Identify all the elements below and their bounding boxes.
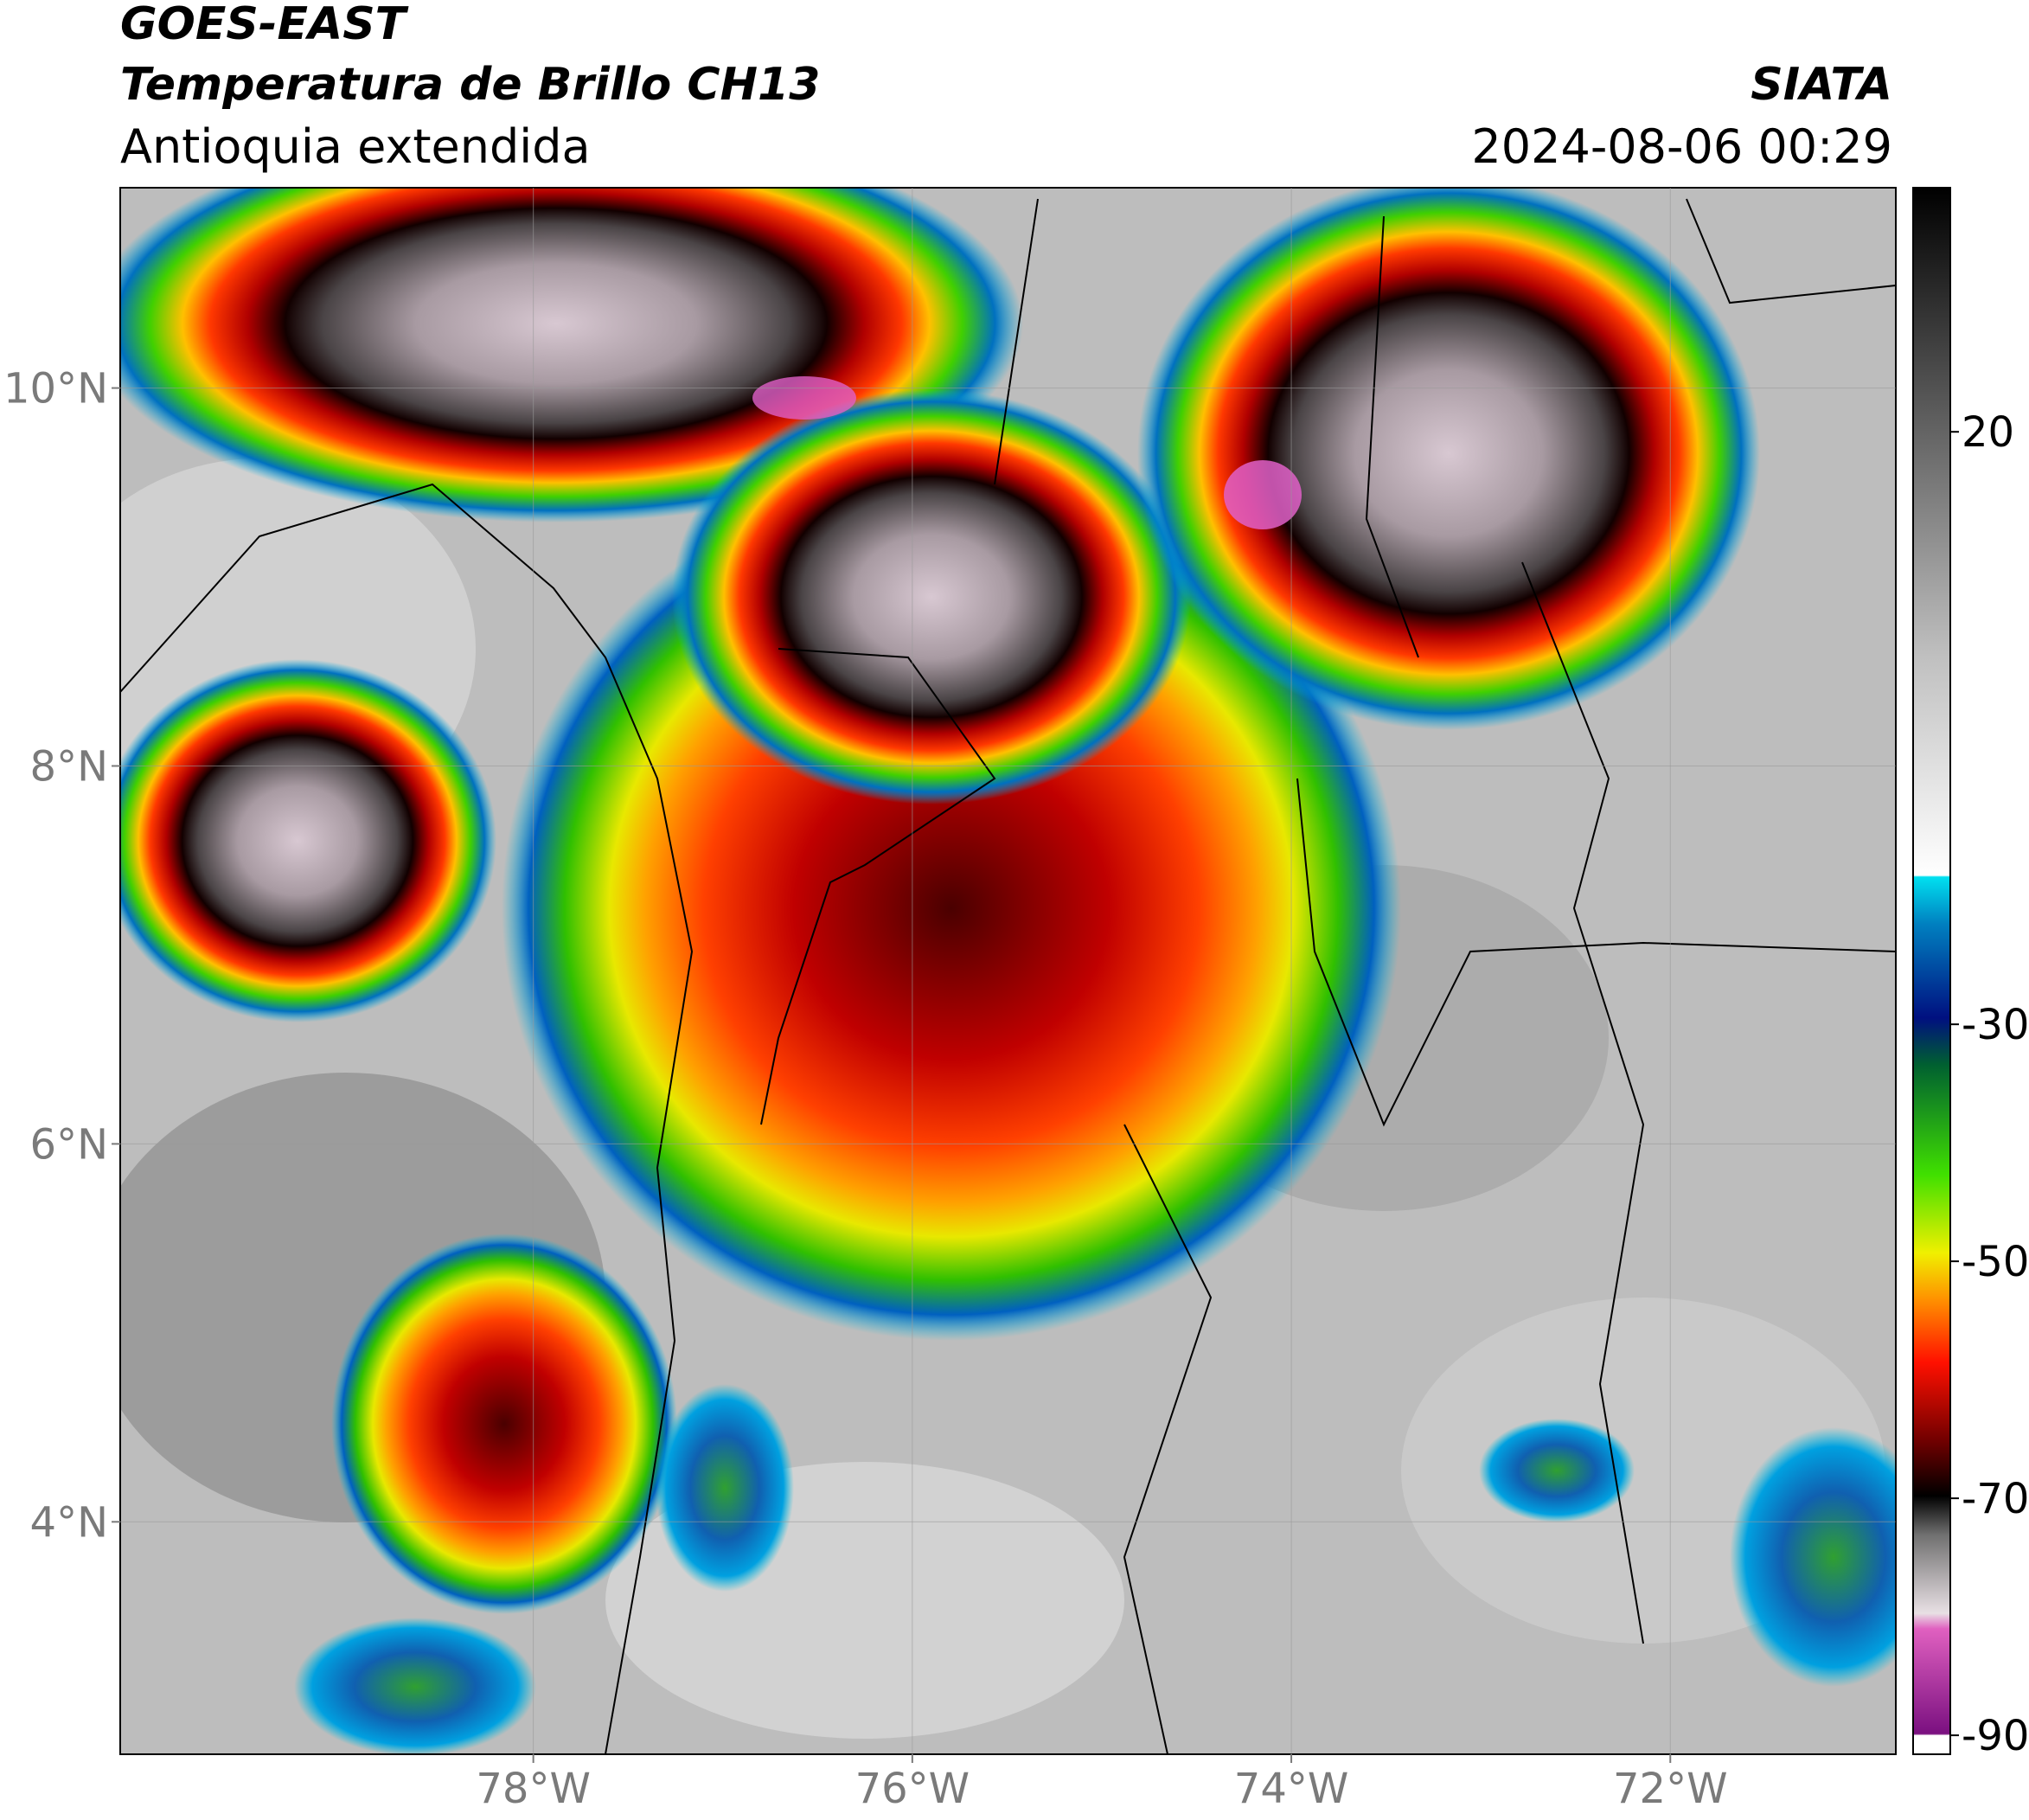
colorbar-tick-label: -70 (1962, 1475, 2029, 1523)
colorbar-tick-label: -90 (1962, 1712, 2029, 1760)
datetime: 2024-08-06 00:29 (1471, 119, 1892, 174)
y-tick-label: 4°N (30, 1498, 108, 1547)
colorbar-tick-label: 20 (1962, 408, 2014, 457)
x-tick-label: 72°W (1613, 1765, 1728, 1813)
colorbar-tick-label: -30 (1962, 1001, 2029, 1049)
satellite-image (120, 188, 1896, 1754)
x-tick-label: 74°W (1234, 1765, 1349, 1813)
x-tick-label: 76°W (855, 1765, 970, 1813)
colorbar-tick-label: -50 (1962, 1238, 2029, 1286)
y-tick-label: 6°N (30, 1120, 108, 1169)
x-tick-label: 78°W (476, 1765, 591, 1813)
map-frame (119, 187, 1897, 1755)
colorbar (1912, 187, 1951, 1755)
title: GOES-EAST (120, 0, 409, 50)
region: Antioquia extendida (120, 119, 591, 174)
subtitle: Temperatura de Brillo CH13 (120, 59, 820, 111)
source: SIATA (1751, 59, 1892, 111)
y-tick-label: 8°N (30, 742, 108, 791)
y-tick-label: 10°N (3, 365, 108, 413)
